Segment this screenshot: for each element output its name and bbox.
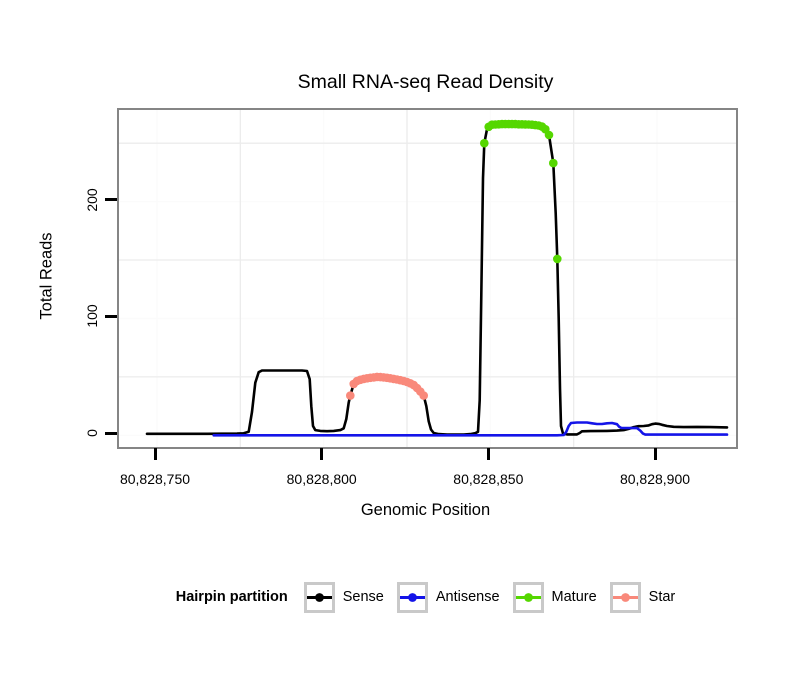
series-line-antisense <box>212 421 729 437</box>
legend-key-antisense-icon <box>396 581 428 613</box>
x-tick-label: 80,828,850 <box>453 471 524 487</box>
series-line-sense <box>145 122 729 436</box>
legend-key-star-icon <box>609 581 641 613</box>
x-tick-label: 80,828,750 <box>119 471 191 487</box>
x-tick-mark <box>153 448 157 460</box>
series-point-mature <box>480 138 489 148</box>
legend-label: Star <box>648 589 676 605</box>
legend-title: Hairpin partition <box>175 589 288 605</box>
x-tick-mark <box>653 448 657 460</box>
legend-glyph-icon <box>515 592 541 602</box>
legend-item-mature: Mature <box>512 581 597 613</box>
legend-item-sense: Sense <box>303 581 384 613</box>
y-tick-label: 100 <box>84 304 100 329</box>
plot-area <box>119 110 736 447</box>
x-tick-label: 80,828,800 <box>286 471 357 487</box>
series-point-star <box>419 391 429 400</box>
legend-glyph-icon <box>306 592 332 602</box>
legend: Hairpin partition Sense Antisense Mature St… <box>117 579 734 615</box>
chart-title: Small RNA-seq Read Density <box>297 71 554 93</box>
y-tick-label: 0 <box>84 429 100 438</box>
x-axis-title: Genomic Position <box>360 501 491 519</box>
legend-label: Mature <box>551 589 597 605</box>
y-tick-mark <box>105 314 117 318</box>
legend-label: Sense <box>342 589 384 605</box>
series-point-star <box>346 391 355 400</box>
legend-glyph-icon <box>612 592 638 602</box>
y-axis-title: Total Reads <box>37 232 56 320</box>
legend-item-star: Star <box>609 581 676 613</box>
x-tick-label: 80,828,900 <box>619 471 691 487</box>
series-point-mature <box>553 254 562 264</box>
legend-key-sense-icon <box>303 581 335 613</box>
legend-item-antisense: Antisense <box>396 581 500 613</box>
plot-panel <box>117 108 738 449</box>
series-point-mature <box>549 158 558 168</box>
legend-key-mature-icon <box>512 581 544 613</box>
x-tick-mark <box>320 448 324 460</box>
series-point-mature <box>544 130 554 140</box>
y-tick-mark <box>105 198 117 202</box>
y-tick-label: 200 <box>84 187 100 212</box>
y-tick-mark <box>105 431 117 435</box>
legend-label: Antisense <box>435 589 500 605</box>
legend-glyph-icon <box>399 592 425 602</box>
x-tick-mark <box>486 448 490 460</box>
